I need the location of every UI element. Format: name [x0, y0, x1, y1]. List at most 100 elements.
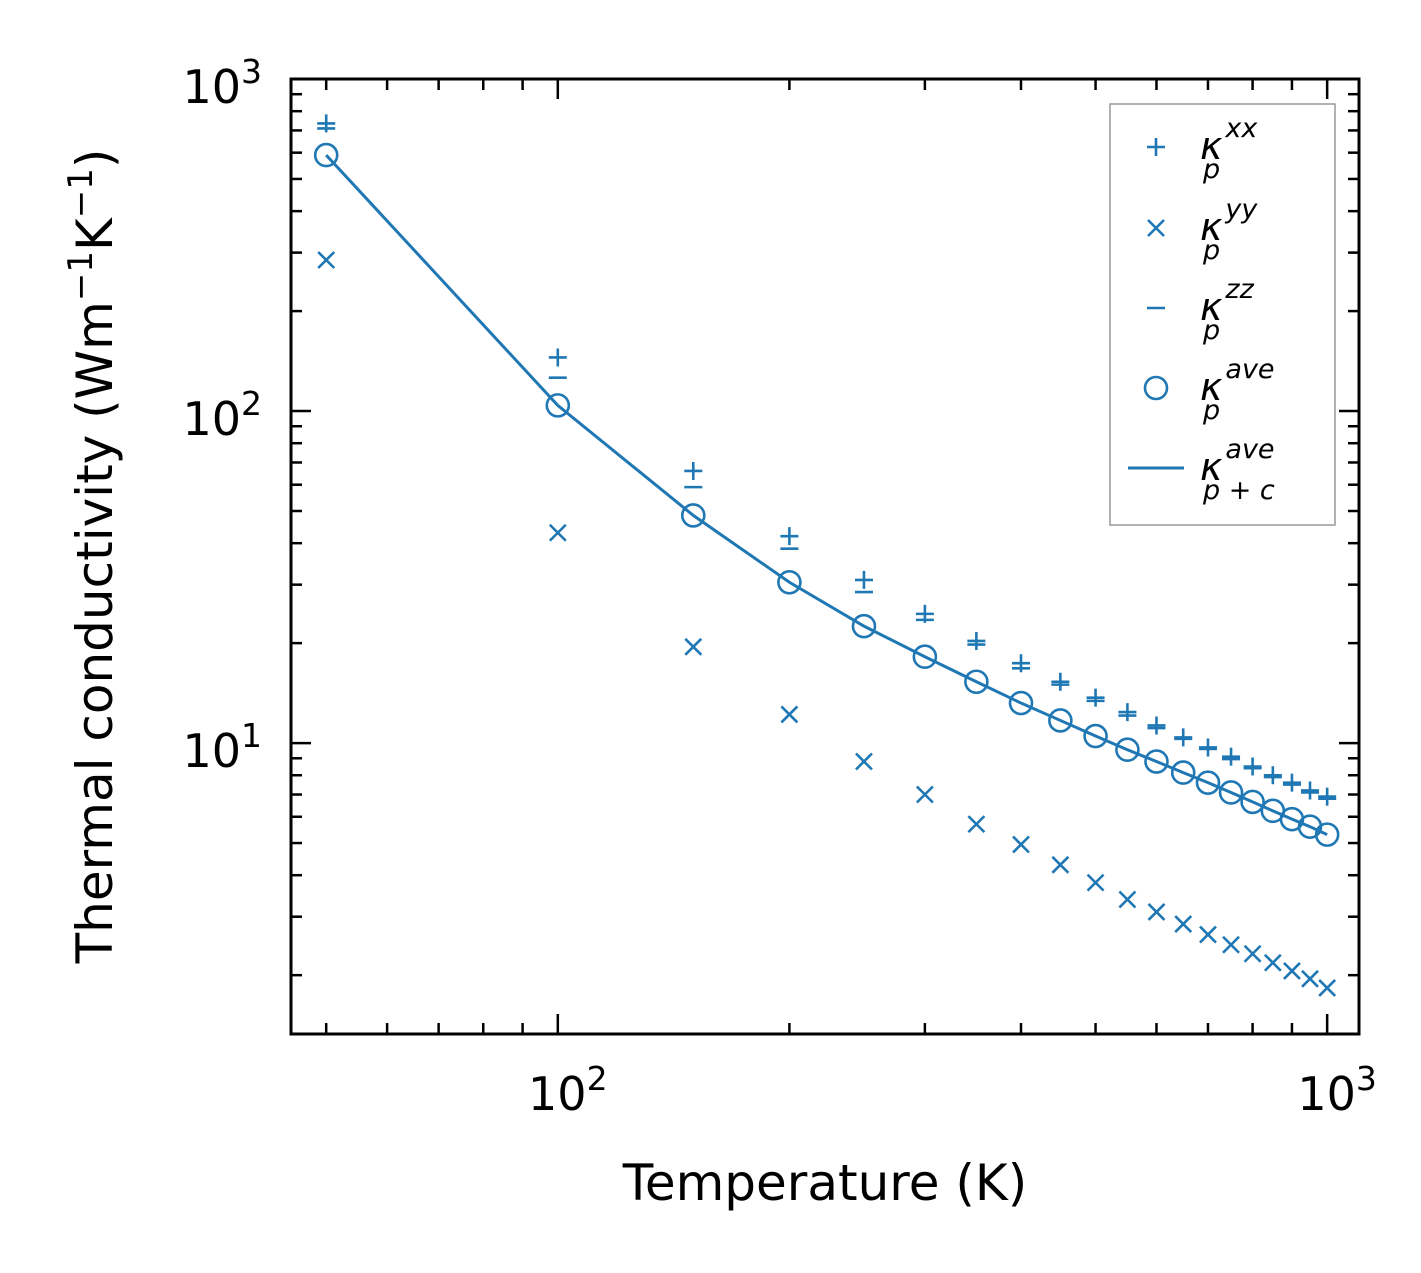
plot-series: [313, 114, 1340, 997]
legend-subscript: p: [1202, 315, 1220, 346]
legend-swatch-kxx: [1147, 138, 1165, 156]
y-tick-label-exp: 3: [241, 52, 262, 91]
x-tick-label: 102: [528, 1059, 608, 1121]
x-tick-label-exp: 2: [587, 1059, 608, 1098]
point-kxx: [967, 631, 986, 650]
point-kave: [680, 503, 706, 528]
point-kave: [1240, 789, 1265, 815]
point-kave: [1218, 780, 1244, 805]
y-axis-title-main: Thermal conductivity (Wm: [66, 301, 124, 964]
point-kxx: [1198, 738, 1217, 757]
y-axis-title: Thermal conductivity (Wm−1K−1): [61, 149, 124, 965]
point-kave: [912, 644, 938, 670]
legend-superscript: ave: [1225, 434, 1274, 465]
point-kyy: [1147, 903, 1166, 921]
point-kxx: [1243, 757, 1262, 776]
point-kyy: [684, 637, 703, 656]
point-kyy: [1174, 915, 1193, 934]
legend-superscript: yy: [1224, 194, 1258, 225]
point-kyy: [1118, 890, 1137, 909]
point-kxx: [1086, 688, 1105, 707]
legend-swatch-kyy: [1147, 219, 1165, 237]
point-kxx: [684, 461, 703, 480]
y-tick-label: 103: [182, 52, 262, 114]
point-kave: [964, 669, 989, 695]
legend-label: κ ave: [1200, 354, 1275, 409]
point-kxx: [548, 348, 567, 367]
point-kxx: [1263, 766, 1282, 785]
legend-entry-kxx: κ xxp: [1147, 113, 1258, 185]
point-kxx: [1147, 716, 1166, 735]
series-kzz: [317, 127, 1337, 800]
point-kave: [1115, 737, 1140, 763]
point-kyy: [780, 705, 799, 724]
point-kxx: [1051, 672, 1070, 691]
point-kyy: [1301, 969, 1319, 988]
point-kyy: [1012, 835, 1030, 854]
point-kyy: [967, 815, 986, 834]
series-kpc: [325, 154, 1328, 836]
legend-superscript: xx: [1224, 113, 1258, 144]
y-axis-title-unit-k: K: [66, 217, 124, 251]
legend-entry-kyy: κ yyp: [1147, 194, 1258, 266]
point-kxx: [854, 570, 873, 589]
legend-subscript: p: [1202, 235, 1220, 266]
point-kyy: [317, 251, 336, 269]
point-kave: [313, 142, 339, 168]
axis-ticks: [291, 77, 1359, 1034]
point-kave: [851, 613, 877, 639]
legend-swatch-kave: [1143, 375, 1169, 401]
series-kyy: [317, 251, 1337, 997]
legend-kappa: κ: [1200, 124, 1223, 168]
point-kxx: [1282, 773, 1301, 792]
point-kyy: [548, 523, 567, 542]
legend-label: κ yy: [1200, 194, 1258, 249]
legend-label: κ xx: [1200, 113, 1258, 168]
point-kyy: [1086, 873, 1105, 892]
point-kxx: [780, 527, 799, 546]
point-kyy: [1283, 961, 1301, 980]
series-kave: [313, 142, 1340, 847]
legend-superscript: zz: [1224, 274, 1254, 305]
legend-entry-kzz: κ zzp: [1147, 274, 1255, 346]
point-kyy: [1318, 979, 1337, 997]
legend-subscript: p: [1202, 395, 1220, 426]
y-axis-title-close: ): [66, 149, 124, 169]
x-tick-label-base: 10: [528, 1067, 587, 1121]
point-kxx: [1301, 781, 1320, 800]
point-kyy: [1051, 855, 1070, 874]
point-kyy: [915, 785, 934, 804]
legend-subscript: p + c: [1202, 475, 1275, 506]
y-tick-label: 101: [182, 716, 262, 778]
point-kave: [1195, 770, 1221, 795]
point-kyy: [1222, 935, 1240, 954]
y-tick-label-base: 10: [182, 392, 241, 446]
legend-superscript: ave: [1225, 354, 1274, 385]
legend-kappa: κ: [1200, 365, 1223, 409]
point-kxx: [1222, 747, 1241, 766]
legend-kappa: κ: [1200, 285, 1223, 329]
point-kave: [1048, 708, 1073, 733]
point-kave: [777, 569, 802, 595]
point-kyy: [855, 752, 873, 771]
legend-label: κ zz: [1200, 274, 1255, 329]
point-kave: [1170, 760, 1196, 785]
y-tick-label-base: 10: [182, 724, 241, 778]
legend-subscript: p: [1202, 154, 1220, 185]
point-kave: [1144, 749, 1169, 774]
x-tick-label-base: 10: [1297, 1067, 1356, 1121]
y-tick-label: 102: [182, 384, 262, 446]
legend-box: [1109, 103, 1336, 526]
legend-kappa: κ: [1200, 205, 1223, 249]
point-kyy: [1263, 953, 1282, 972]
point-kxx: [1118, 703, 1137, 722]
y-axis-title-exp1: −1: [61, 251, 101, 301]
point-kyy: [1199, 925, 1217, 944]
y-tick-label-exp: 2: [241, 384, 262, 423]
point-kave: [1083, 723, 1108, 749]
